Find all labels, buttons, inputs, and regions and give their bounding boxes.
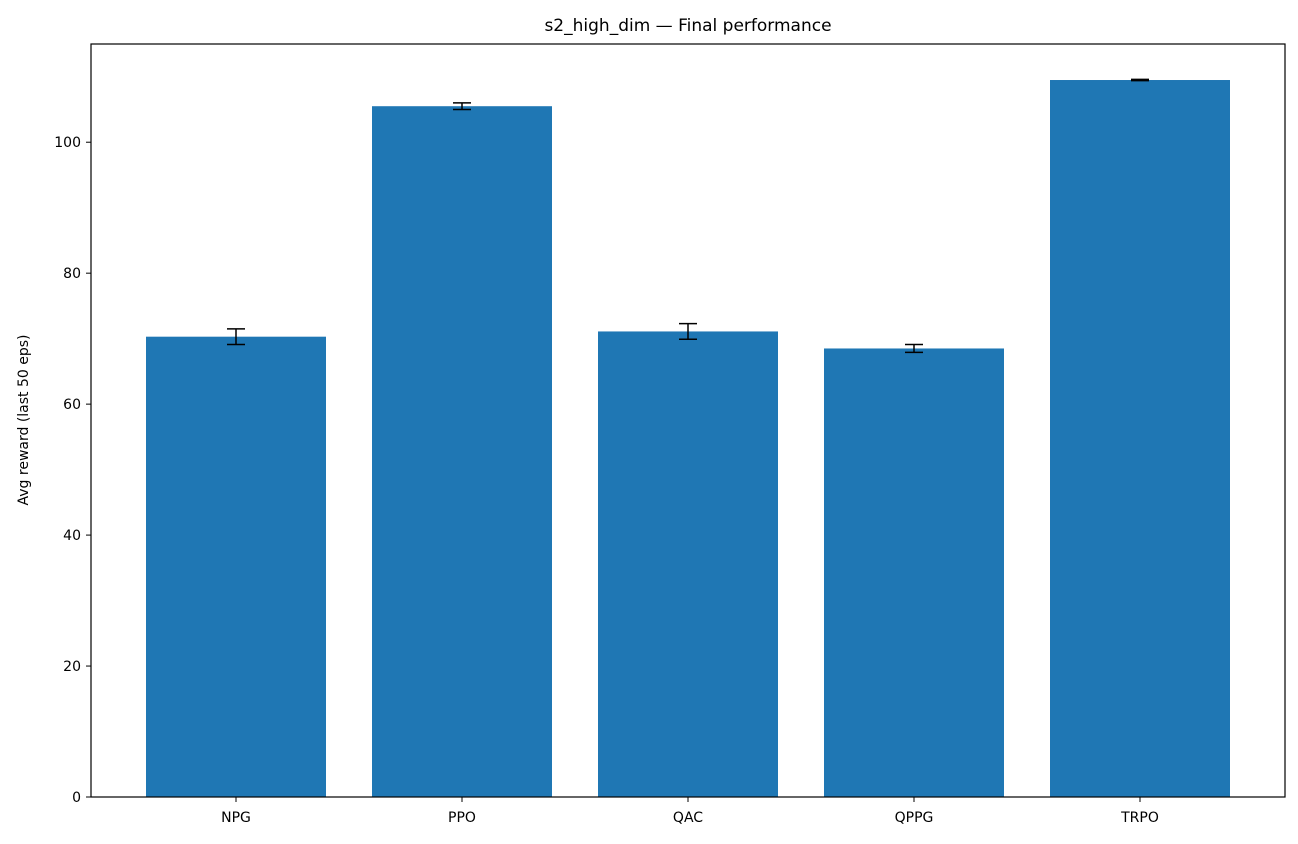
chart-title: s2_high_dim — Final performance [544, 16, 831, 36]
y-axis-label: Avg reward (last 50 eps) [16, 334, 32, 505]
bar-qac [598, 331, 778, 797]
x-tick-label-qac: QAC [673, 810, 703, 826]
error-bar-qac [679, 322, 697, 341]
error-bar-qppg [905, 343, 923, 354]
error-bar-ppo [453, 102, 471, 111]
y-ticks-group: 0 20 40 60 80 100 [54, 135, 91, 806]
x-tick-label-qppg: QPPG [895, 810, 934, 826]
x-tick-label-ppo: PPO [448, 810, 476, 826]
y-tick-label-100: 100 [54, 135, 81, 151]
bar-trpo [1050, 80, 1230, 797]
x-tick-label-npg: NPG [221, 810, 251, 826]
bars-group [146, 80, 1230, 797]
error-bar-trpo [1131, 78, 1149, 82]
y-tick-label-80: 80 [63, 266, 81, 282]
error-bar-npg [227, 328, 245, 346]
y-tick-label-20: 20 [63, 659, 81, 675]
y-tick-label-0: 0 [72, 790, 81, 806]
bar-ppo [372, 106, 552, 797]
y-tick-label-60: 60 [63, 397, 81, 413]
error-bars-group [227, 78, 1149, 354]
y-tick-label-40: 40 [63, 528, 81, 544]
plot-frame [90, 43, 1286, 798]
bar-qppg [824, 348, 1004, 797]
bar-npg [146, 336, 326, 797]
x-ticks-group: NPG PPO QAC QPPG TRPO [221, 797, 1159, 826]
x-tick-label-trpo: TRPO [1120, 810, 1159, 826]
